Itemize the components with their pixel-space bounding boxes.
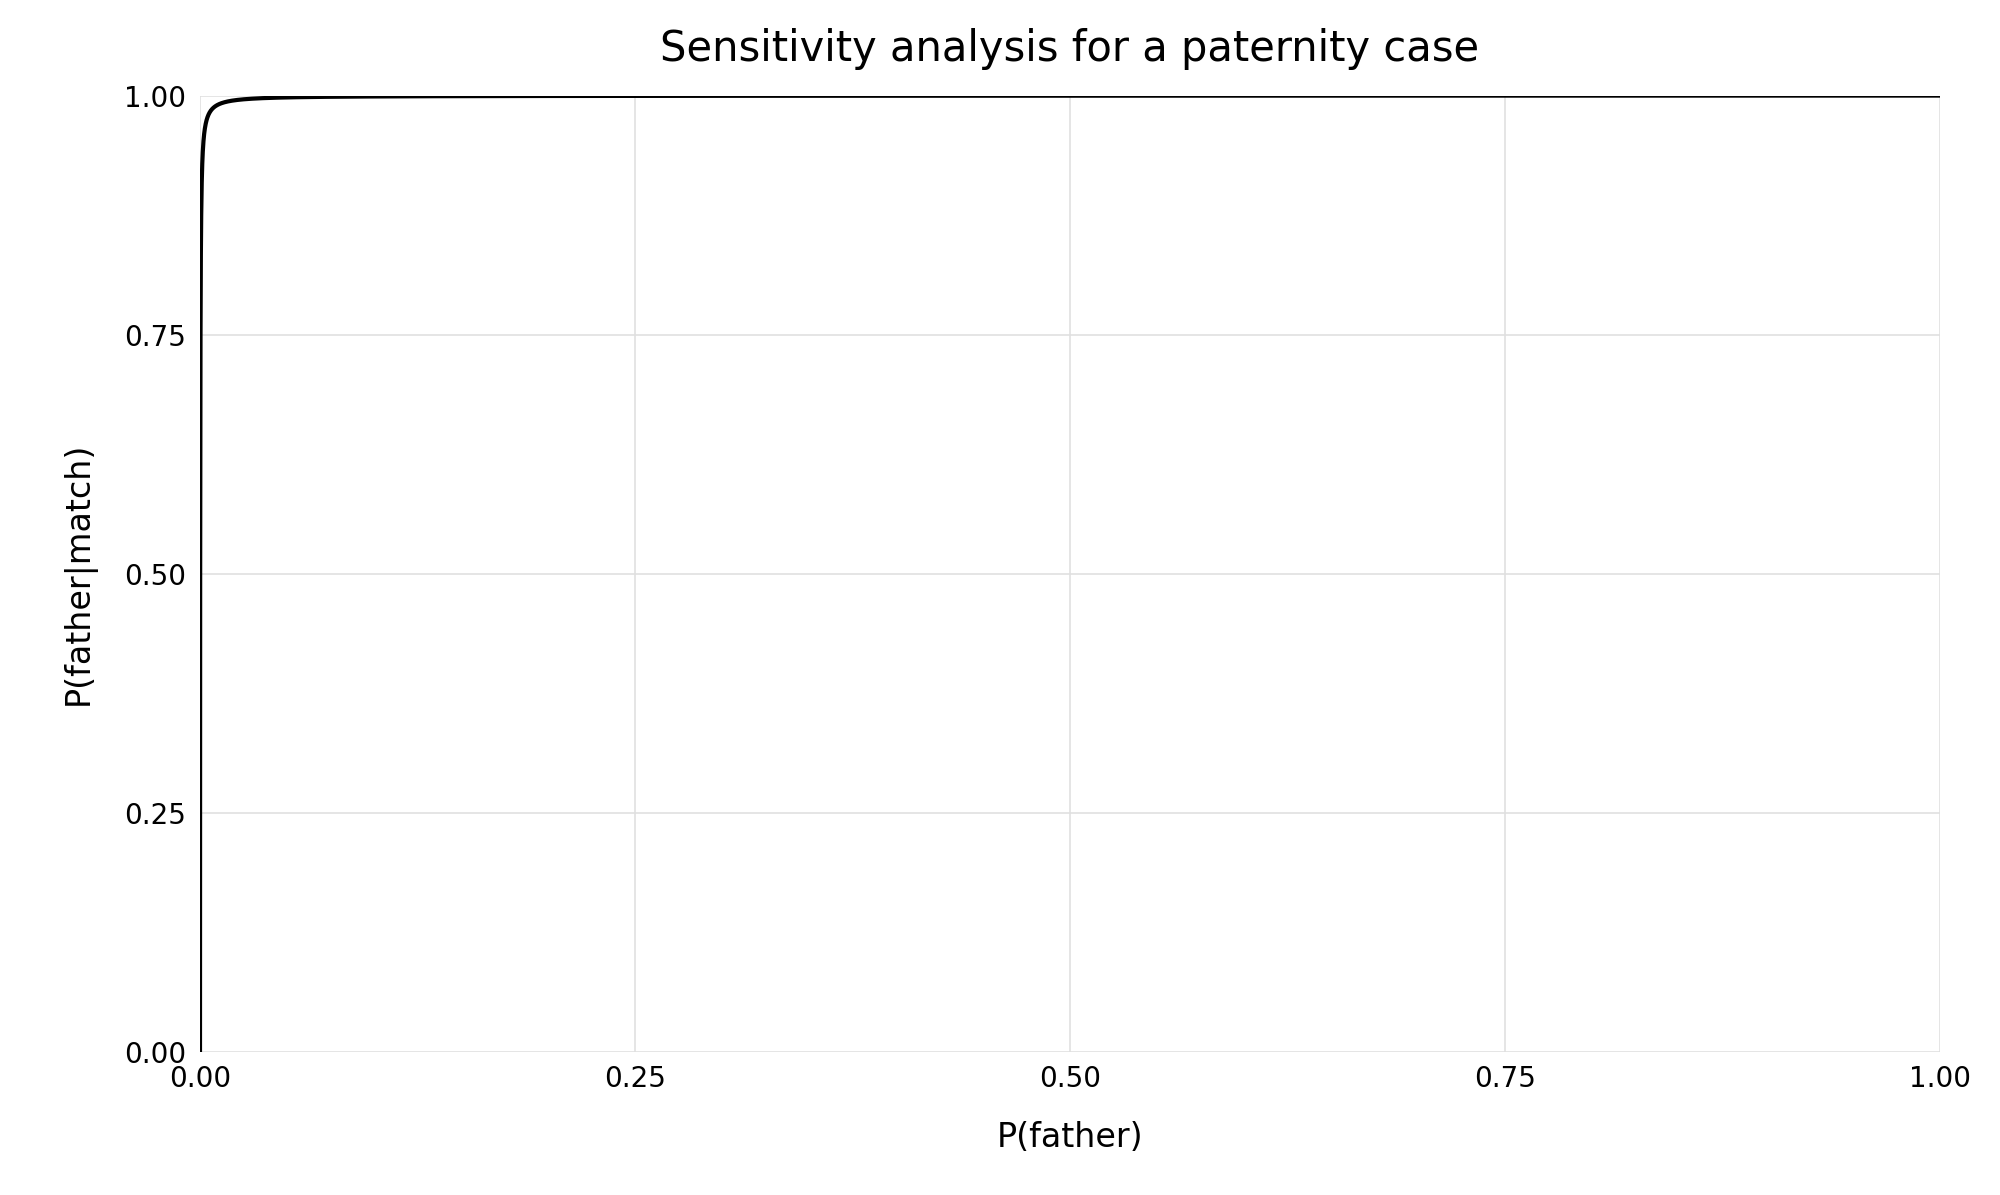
- X-axis label: P(father): P(father): [996, 1121, 1144, 1154]
- Title: Sensitivity analysis for a paternity case: Sensitivity analysis for a paternity cas…: [660, 27, 1480, 69]
- Y-axis label: P(father|match): P(father|match): [62, 442, 96, 705]
